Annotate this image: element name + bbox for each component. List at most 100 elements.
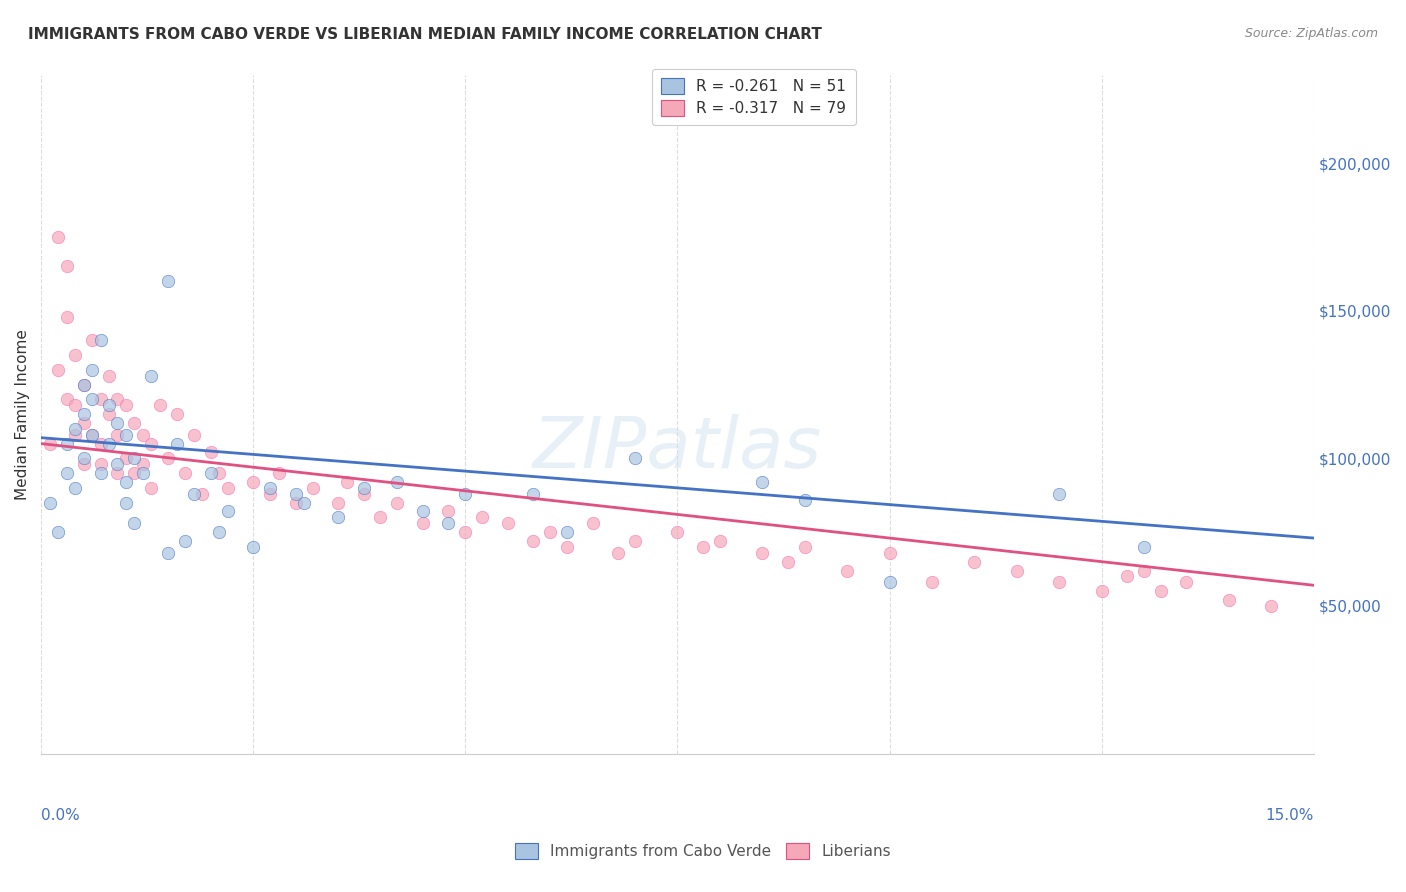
Legend: Immigrants from Cabo Verde, Liberians: Immigrants from Cabo Verde, Liberians (508, 835, 898, 866)
Point (80, 427, 103, 442)
Point (437, 516, 460, 531)
Y-axis label: Median Family Income: Median Family Income (15, 328, 30, 500)
Point (837, 564, 859, 578)
Point (80, 363, 103, 377)
Point (292, 495, 315, 509)
Text: 0.0%: 0.0% (41, 808, 80, 822)
Point (776, 555, 799, 569)
Point (183, 487, 205, 501)
Point (124, 466, 146, 480)
Point (387, 475, 409, 489)
Point (157, 274, 180, 288)
Legend: R = -0.261   N = 51, R = -0.317   N = 79: R = -0.261 N = 51, R = -0.317 N = 79 (652, 69, 855, 125)
Point (471, 510, 494, 524)
Point (284, 487, 307, 501)
Point (63, 398, 86, 412)
Point (412, 516, 434, 531)
Point (72, 416, 94, 430)
Point (124, 416, 146, 430)
Point (284, 495, 307, 509)
Point (157, 451, 180, 466)
Point (80, 392, 103, 407)
Point (183, 427, 205, 442)
Point (72, 451, 94, 466)
Point (107, 466, 129, 480)
Point (141, 368, 163, 383)
Point (191, 487, 214, 501)
Point (496, 516, 519, 531)
Text: Source: ZipAtlas.com: Source: ZipAtlas.com (1244, 27, 1378, 40)
Point (55, 466, 77, 480)
Point (624, 451, 647, 466)
Point (63, 422, 86, 436)
Point (46, 525, 69, 540)
Point (217, 504, 239, 518)
Point (89, 466, 111, 480)
Point (1133, 564, 1156, 578)
Point (437, 504, 460, 518)
Point (1150, 584, 1173, 599)
Point (1091, 584, 1114, 599)
Point (55, 260, 77, 274)
Point (793, 492, 815, 507)
Point (149, 398, 172, 412)
Point (624, 534, 647, 549)
Point (98, 398, 121, 412)
Point (157, 546, 180, 560)
Point (89, 436, 111, 450)
Point (387, 495, 409, 509)
Point (63, 348, 86, 362)
Point (963, 555, 986, 569)
Point (89, 333, 111, 347)
Point (80, 333, 103, 347)
Point (89, 457, 111, 471)
Point (55, 392, 77, 407)
Point (107, 427, 129, 442)
Point (98, 368, 121, 383)
Point (555, 540, 578, 554)
Point (370, 510, 392, 524)
Point (267, 466, 290, 480)
Point (1116, 569, 1139, 583)
Point (107, 457, 129, 471)
Point (751, 475, 773, 489)
Text: ZIPatlas: ZIPatlas (533, 414, 823, 483)
Point (353, 487, 375, 501)
Point (107, 416, 129, 430)
Point (141, 436, 163, 450)
Point (555, 525, 578, 540)
Point (692, 540, 714, 554)
Point (1047, 575, 1070, 590)
Point (166, 436, 188, 450)
Point (124, 451, 146, 466)
Point (326, 510, 349, 524)
Point (454, 525, 477, 540)
Point (921, 575, 943, 590)
Point (607, 546, 630, 560)
Point (132, 427, 155, 442)
Point (326, 495, 349, 509)
Point (132, 457, 155, 471)
Point (46, 230, 69, 244)
Point (200, 445, 222, 459)
Text: 15.0%: 15.0% (1265, 808, 1313, 822)
Text: IMMIGRANTS FROM CABO VERDE VS LIBERIAN MEDIAN FAMILY INCOME CORRELATION CHART: IMMIGRANTS FROM CABO VERDE VS LIBERIAN M… (28, 27, 823, 42)
Point (242, 475, 264, 489)
Point (1175, 575, 1198, 590)
Point (1047, 487, 1070, 501)
Point (353, 481, 375, 495)
Point (174, 466, 197, 480)
Point (242, 540, 264, 554)
Point (72, 407, 94, 421)
Point (879, 575, 901, 590)
Point (55, 436, 77, 450)
Point (38, 436, 60, 450)
Point (115, 475, 138, 489)
Point (80, 427, 103, 442)
Point (666, 525, 689, 540)
Point (1218, 593, 1240, 607)
Point (1005, 564, 1028, 578)
Point (55, 310, 77, 324)
Point (98, 436, 121, 450)
Point (217, 481, 239, 495)
